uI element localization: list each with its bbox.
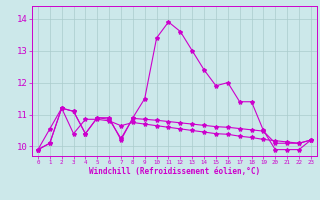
X-axis label: Windchill (Refroidissement éolien,°C): Windchill (Refroidissement éolien,°C) — [89, 167, 260, 176]
